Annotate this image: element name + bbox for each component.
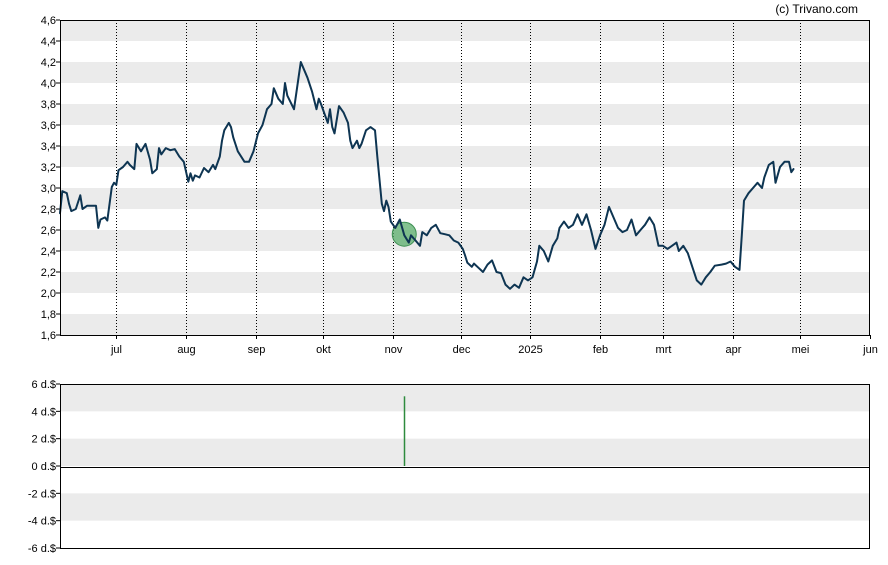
dividend-y-axis: 6 d.$ 4 d.$ 2 d.$ 0 d.$ -2 d.$ -4 d.$ -6 d.$: [28, 379, 60, 555]
price-background-bands: [60, 20, 870, 335]
price-band: [60, 20, 870, 41]
dividend-y-tick-label: 0 d.$: [32, 461, 56, 473]
price-x-tick-label: okt: [316, 344, 331, 356]
price-band: [60, 314, 870, 335]
price-y-tick-label: 3,0: [41, 183, 56, 195]
price-x-tick-label: sep: [248, 344, 266, 356]
price-band: [60, 146, 870, 167]
price-y-axis: 1,6 1,8 2,0 2,2 2,4 2,6 2,8 3,0 3,2 3,4 3,6 3,8 4,0 4…: [41, 15, 60, 342]
price-band: [60, 272, 870, 293]
price-x-axis: jul aug sep okt nov dec 2025 feb mrt apr mei jun: [110, 335, 878, 356]
price-x-tick-label: dec: [453, 344, 471, 356]
dividend-y-tick-label: 2 d.$: [32, 434, 56, 446]
dividend-y-tick-label: -6 d.$: [28, 543, 56, 555]
price-band: [60, 62, 870, 83]
price-y-tick-label: 3,2: [41, 162, 56, 174]
price-band: [60, 230, 870, 251]
dividend-band: [60, 438, 870, 466]
price-y-tick-label: 4,4: [41, 36, 56, 48]
price-x-tick-label: apr: [726, 344, 742, 356]
price-series-line: [59, 61, 795, 290]
price-x-tick-label: 2025: [518, 344, 542, 356]
price-x-tick-label: jul: [110, 344, 122, 356]
dividend-y-tick-label: -2 d.$: [28, 488, 56, 500]
price-y-tick-label: 3,6: [41, 120, 56, 132]
price-y-tick-label: 4,0: [41, 78, 56, 90]
dividend-y-tick-label: -4 d.$: [28, 516, 56, 528]
price-y-tick-label: 1,6: [41, 330, 56, 342]
price-x-tick-label: feb: [593, 344, 608, 356]
price-y-tick-label: 3,4: [41, 141, 56, 153]
dividend-background-bands: [60, 384, 870, 521]
dividend-y-tick-label: 6 d.$: [32, 379, 56, 391]
price-x-tick-label: mei: [792, 344, 810, 356]
price-y-tick-label: 4,2: [41, 57, 56, 69]
price-y-tick-label: 2,2: [41, 267, 56, 279]
price-x-tick-label: jun: [862, 344, 878, 356]
price-y-tick-label: 4,6: [41, 15, 56, 27]
price-band: [60, 188, 870, 209]
price-y-tick-label: 2,0: [41, 288, 56, 300]
price-x-tick-label: aug: [177, 344, 195, 356]
price-y-tick-label: 2,8: [41, 204, 56, 216]
dividend-plot-frame: [60, 384, 870, 549]
price-y-tick-label: 2,4: [41, 246, 56, 258]
price-y-tick-label: 1,8: [41, 309, 56, 321]
dividend-y-tick-label: 4 d.$: [32, 406, 56, 418]
dividend-band: [60, 493, 870, 521]
price-plot-frame: [60, 20, 870, 336]
price-y-tick-label: 2,6: [41, 225, 56, 237]
price-band: [60, 104, 870, 125]
price-x-tick-label: mrt: [656, 344, 672, 356]
chart-credit: (c) Trivano.com: [775, 2, 858, 16]
dividend-band: [60, 384, 870, 412]
price-y-tick-label: 3,8: [41, 99, 56, 111]
price-x-tick-label: nov: [385, 344, 403, 356]
